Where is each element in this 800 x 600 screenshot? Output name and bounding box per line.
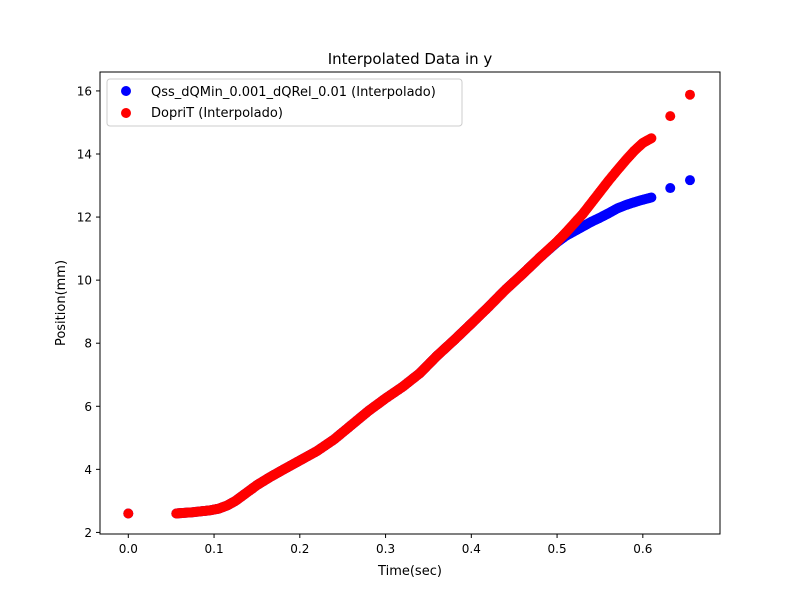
y-tick-label: 14 xyxy=(77,147,92,161)
series-2 xyxy=(123,89,695,519)
y-tick-label: 16 xyxy=(77,84,92,98)
y-tick-label: 8 xyxy=(84,337,92,351)
chart-title: Interpolated Data in y xyxy=(328,50,493,68)
legend-box xyxy=(106,78,463,127)
x-tick-label: 0.0 xyxy=(119,542,138,556)
legend-marker-series-2 xyxy=(121,108,131,118)
y-axis: 2 4 6 8 10 12 14 16 xyxy=(77,84,100,540)
data-point xyxy=(123,508,134,519)
data-point xyxy=(684,175,695,186)
plot-area xyxy=(99,71,721,535)
y-tick-label: 2 xyxy=(84,526,92,540)
data-point xyxy=(665,183,676,194)
data-point xyxy=(684,89,695,100)
legend-marker-series-1 xyxy=(121,86,131,96)
legend: Qss_dQMin_0.001_dQRel_0.01 (Interpolado)… xyxy=(106,78,463,127)
y-tick-label: 6 xyxy=(84,400,92,414)
legend-label-series-1: Qss_dQMin_0.001_dQRel_0.01 (Interpolado) xyxy=(151,85,436,100)
x-tick-label: 0.3 xyxy=(376,542,395,556)
y-tick-label: 4 xyxy=(84,463,92,477)
x-tick-label: 0.2 xyxy=(290,542,309,556)
x-tick-label: 0.4 xyxy=(462,542,481,556)
data-point xyxy=(646,192,657,203)
axes-frame xyxy=(99,71,721,535)
series-layer xyxy=(123,89,695,519)
y-tick-label: 12 xyxy=(77,211,92,225)
x-tick-label: 0.1 xyxy=(205,542,224,556)
y-axis-label: Position(mm) xyxy=(54,260,69,346)
x-tick-label: 0.6 xyxy=(633,542,652,556)
x-axis: 0.0 0.1 0.2 0.3 0.4 0.5 0.6 xyxy=(119,534,652,556)
y-tick-label: 10 xyxy=(77,274,92,288)
x-tick-label: 0.5 xyxy=(548,542,567,556)
data-point xyxy=(646,133,657,144)
legend-label-series-2: DopriT (Interpolado) xyxy=(151,106,283,121)
x-axis-label: Time(sec) xyxy=(377,564,442,579)
data-point xyxy=(665,111,676,122)
